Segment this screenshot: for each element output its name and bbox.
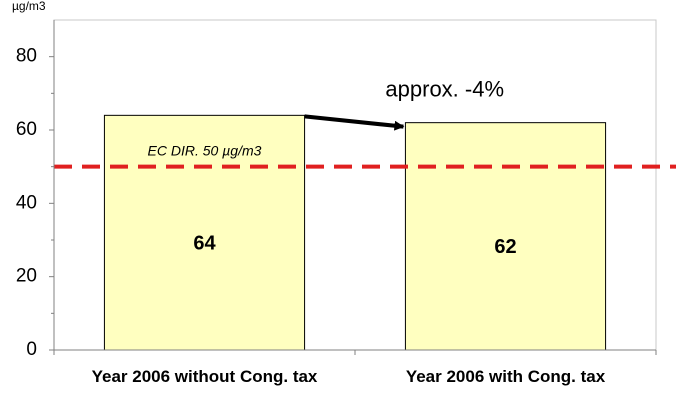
reference-line-label: EC DIR. 50 µg/m3 [148, 143, 262, 159]
change-annotation: approx. -4% [385, 77, 504, 102]
y-tick-label-1: 20 [16, 266, 37, 287]
data-label-0: 64 [193, 233, 216, 255]
data-label-1: 62 [494, 236, 516, 258]
bar-1 [404, 122, 607, 351]
y-tick-label-2: 40 [16, 192, 37, 213]
change-arrow [304, 114, 405, 131]
bar-0 [103, 114, 306, 351]
x-category-label-0: Year 2006 without Cong. tax [92, 367, 318, 386]
y-tick-label-4: 80 [16, 46, 37, 67]
x-category-label-1: Year 2006 with Cong. tax [406, 367, 606, 386]
y-tick-label-0: 0 [26, 339, 37, 360]
y-axis-unit-label: µg/m3 [12, 0, 46, 13]
y-tick-label-3: 60 [16, 119, 37, 140]
